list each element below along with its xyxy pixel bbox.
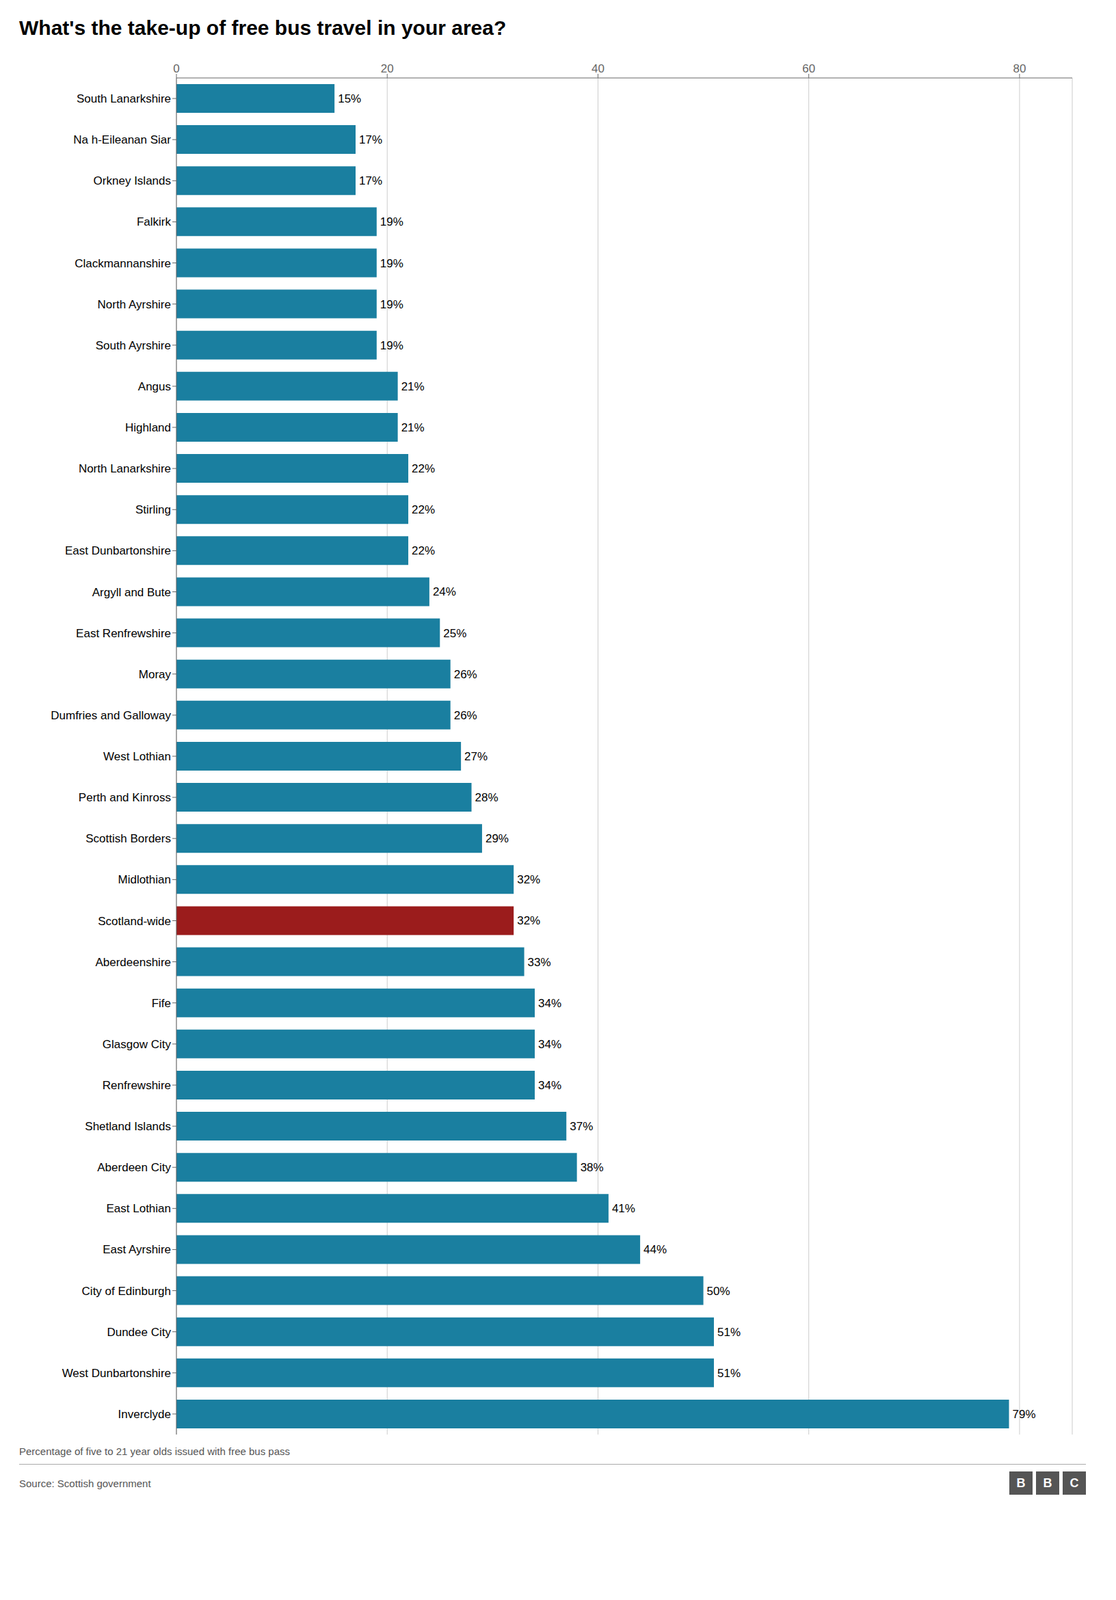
svg-text:24%: 24% — [432, 585, 457, 599]
svg-text:Aberdeen City: Aberdeen City — [97, 1161, 171, 1175]
svg-text:East Ayrshire: East Ayrshire — [102, 1243, 171, 1257]
svg-text:West Dunbartonshire: West Dunbartonshire — [62, 1366, 171, 1380]
svg-text:20: 20 — [380, 62, 394, 76]
svg-text:32%: 32% — [516, 873, 541, 887]
svg-text:Shetland Islands: Shetland Islands — [84, 1120, 171, 1134]
svg-text:38%: 38% — [580, 1161, 604, 1175]
svg-text:Perth and Kinross: Perth and Kinross — [78, 791, 171, 805]
svg-text:Scotland-wide: Scotland-wide — [97, 914, 171, 928]
svg-text:Moray: Moray — [138, 668, 172, 682]
svg-text:Orkney Islands: Orkney Islands — [93, 174, 171, 188]
svg-text:29%: 29% — [485, 832, 509, 846]
svg-text:34%: 34% — [538, 997, 562, 1011]
svg-text:Falkirk: Falkirk — [136, 215, 172, 229]
svg-text:34%: 34% — [538, 1038, 562, 1052]
svg-text:26%: 26% — [454, 668, 478, 682]
svg-text:19%: 19% — [380, 215, 404, 229]
html-text:B: B — [1043, 1476, 1053, 1490]
svg-text:North Ayrshire: North Ayrshire — [97, 298, 171, 312]
svg-text:Dundee City: Dundee City — [106, 1325, 171, 1339]
svg-text:South Ayrshire: South Ayrshire — [95, 339, 171, 353]
svg-text:Midlothian: Midlothian — [118, 873, 172, 887]
svg-text:Dumfries and Galloway: Dumfries and Galloway — [50, 709, 171, 723]
html-text:B: B — [1016, 1476, 1026, 1490]
svg-text:37%: 37% — [569, 1120, 593, 1134]
html-text:What's the take-up of free bus: What's the take-up of free bus travel in… — [19, 16, 507, 39]
svg-text:Clackmannanshire: Clackmannanshire — [74, 257, 171, 271]
svg-text:51%: 51% — [717, 1325, 741, 1339]
svg-text:Angus: Angus — [138, 380, 171, 394]
svg-text:Glasgow City: Glasgow City — [102, 1038, 172, 1052]
html-text:Percentage of five to 21 year: Percentage of five to 21 year olds issue… — [19, 1445, 291, 1458]
svg-text:40: 40 — [591, 62, 605, 76]
svg-text:Fife: Fife — [151, 997, 171, 1011]
svg-text:0: 0 — [173, 62, 180, 76]
svg-text:50%: 50% — [707, 1284, 731, 1298]
svg-text:60: 60 — [802, 62, 816, 76]
svg-text:28%: 28% — [475, 791, 499, 805]
svg-text:Scottish Borders: Scottish Borders — [85, 832, 171, 846]
svg-text:32%: 32% — [516, 914, 541, 928]
html-text:Source: Scottish government: Source: Scottish government — [19, 1477, 151, 1490]
svg-text:80: 80 — [1012, 62, 1026, 76]
svg-text:26%: 26% — [454, 709, 478, 723]
svg-text:22%: 22% — [411, 503, 435, 517]
svg-text:East Renfrewshire: East Renfrewshire — [75, 627, 171, 641]
svg-text:South Lanarkshire: South Lanarkshire — [76, 92, 171, 106]
svg-text:33%: 33% — [527, 955, 552, 969]
svg-text:Stirling: Stirling — [135, 503, 171, 517]
svg-text:19%: 19% — [380, 339, 404, 353]
svg-text:Renfrewshire: Renfrewshire — [102, 1079, 171, 1093]
html-text:C: C — [1069, 1476, 1079, 1490]
svg-text:21%: 21% — [401, 380, 425, 394]
svg-text:Na h-Eileanan Siar: Na h-Eileanan Siar — [73, 133, 171, 147]
svg-text:22%: 22% — [411, 462, 435, 476]
svg-text:North Lanarkshire: North Lanarkshire — [78, 462, 171, 476]
svg-text:17%: 17% — [359, 174, 383, 188]
svg-text:19%: 19% — [380, 257, 404, 271]
svg-text:21%: 21% — [401, 421, 425, 435]
svg-text:Aberdeenshire: Aberdeenshire — [95, 955, 171, 969]
svg-text:West Lothian: West Lothian — [103, 750, 171, 764]
svg-text:Argyll and Bute: Argyll and Bute — [92, 586, 171, 600]
svg-text:Inverclyde: Inverclyde — [118, 1407, 171, 1421]
svg-text:Highland: Highland — [125, 421, 171, 435]
svg-text:15%: 15% — [337, 92, 362, 106]
svg-text:19%: 19% — [380, 298, 404, 312]
svg-text:East Lothian: East Lothian — [105, 1202, 171, 1216]
svg-text:17%: 17% — [359, 133, 383, 147]
svg-text:City of Edinburgh: City of Edinburgh — [82, 1284, 171, 1298]
svg-text:East Dunbartonshire: East Dunbartonshire — [64, 544, 171, 558]
svg-text:25%: 25% — [443, 627, 467, 641]
svg-text:27%: 27% — [464, 750, 488, 764]
svg-text:44%: 44% — [643, 1243, 667, 1257]
svg-text:22%: 22% — [411, 544, 435, 558]
svg-text:51%: 51% — [717, 1366, 741, 1380]
svg-text:79%: 79% — [1012, 1407, 1036, 1421]
svg-text:34%: 34% — [538, 1079, 562, 1093]
svg-text:41%: 41% — [612, 1202, 636, 1216]
